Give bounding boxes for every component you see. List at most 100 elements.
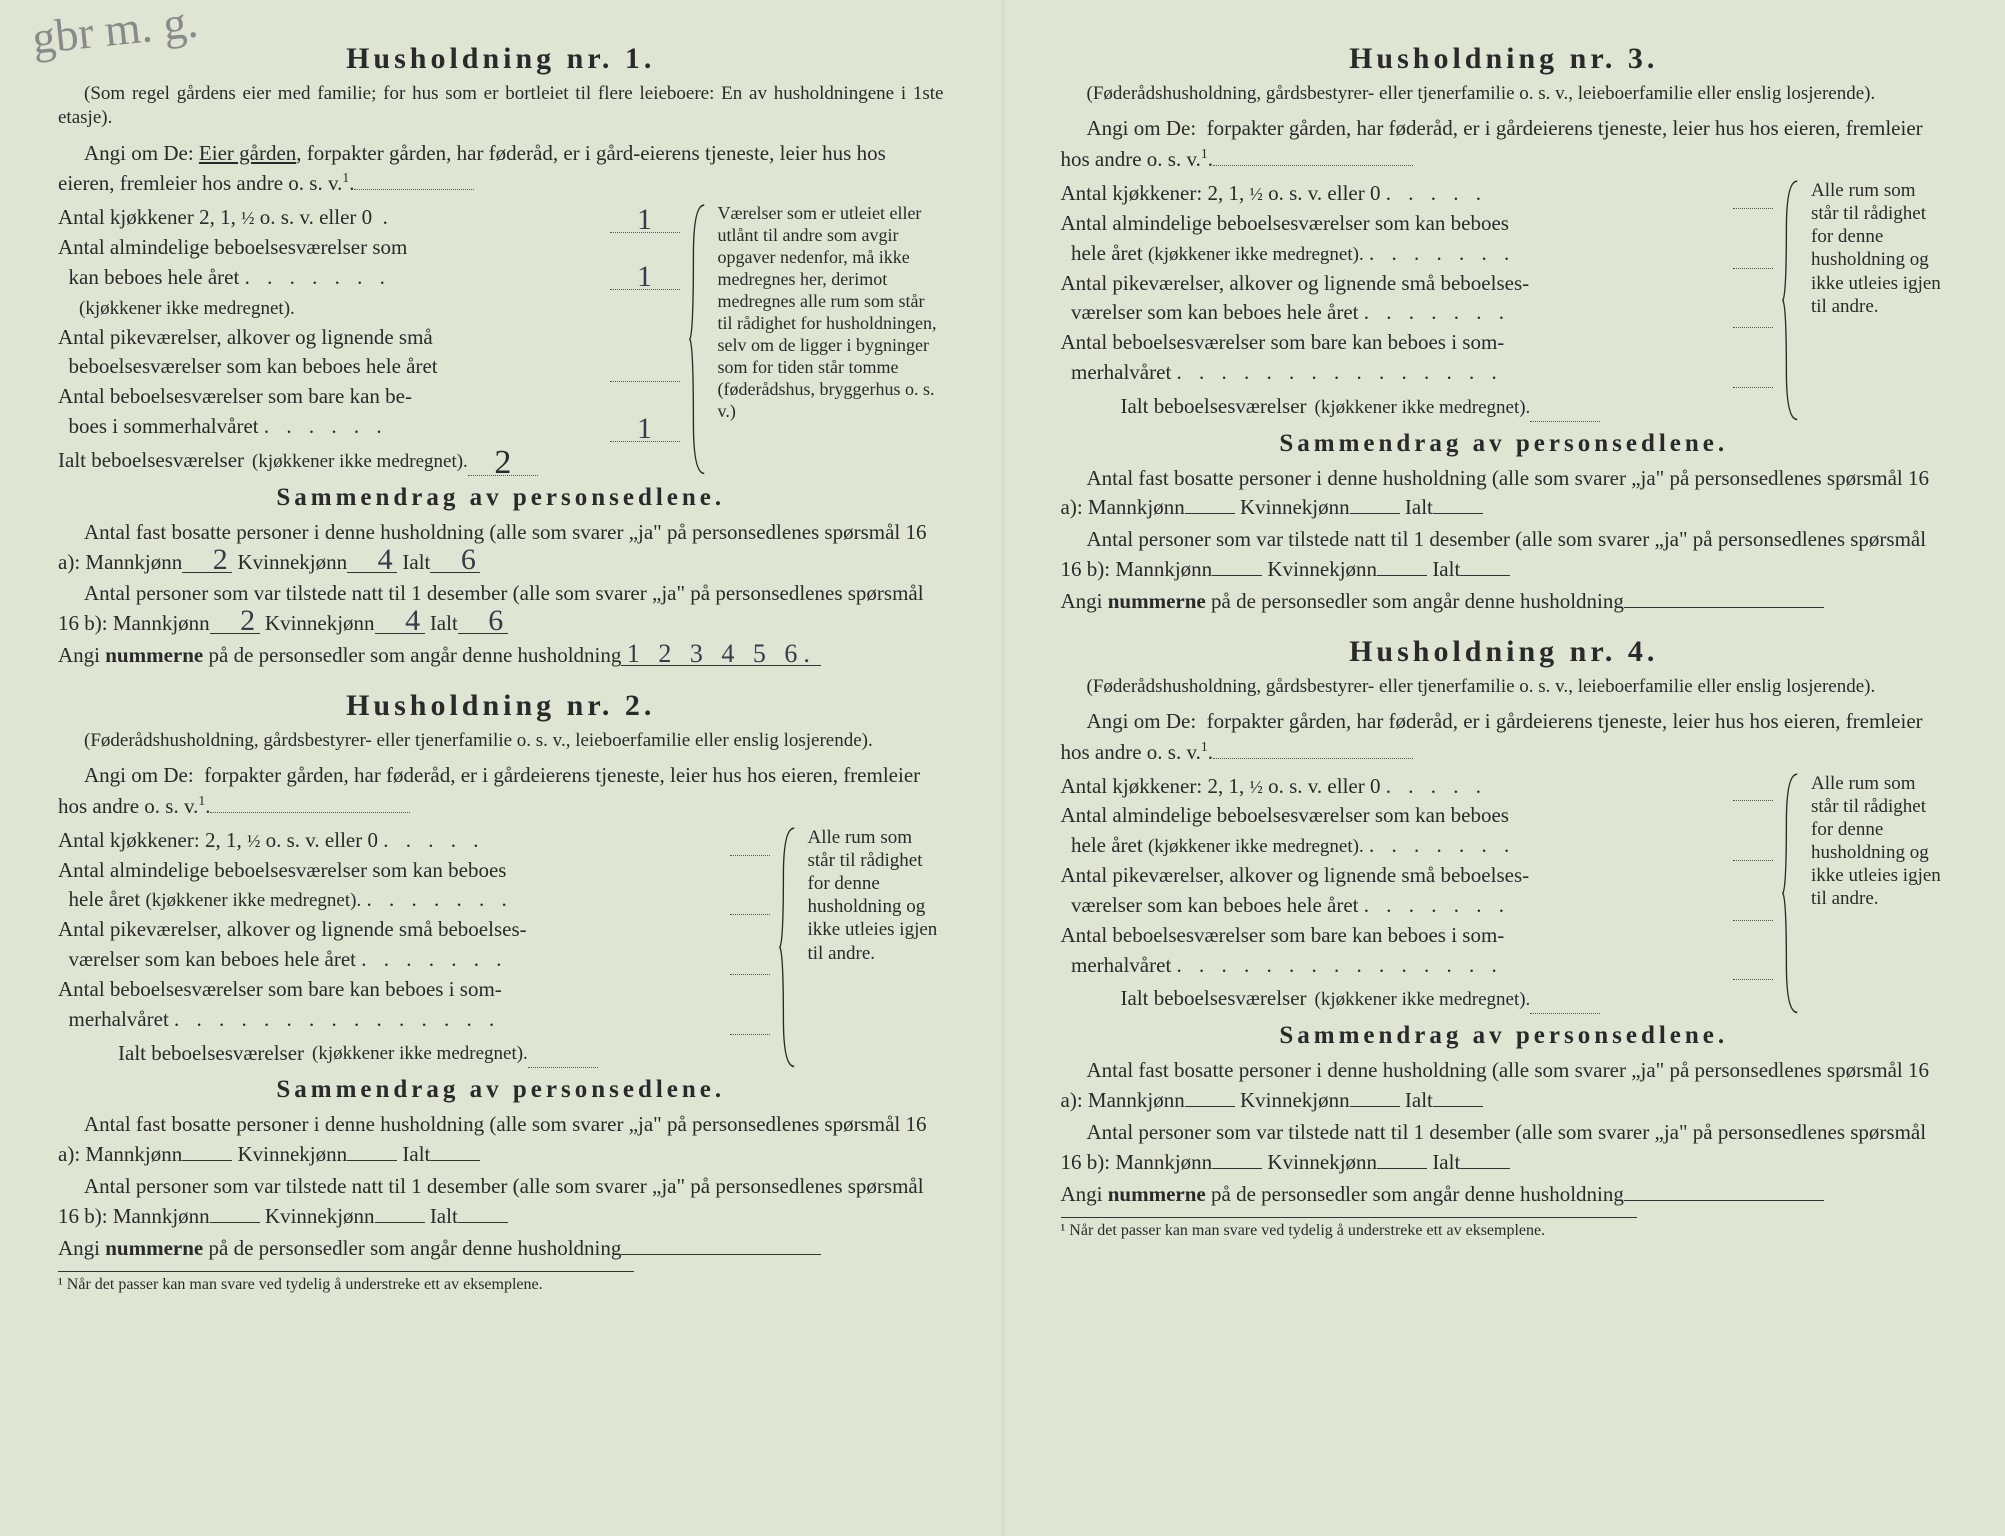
s16b-mann-4[interactable]	[1212, 1168, 1262, 1169]
summary-title-2: Sammendrag av personsedlene.	[58, 1076, 944, 1104]
household-1-subtitle: (Som regel gårdens eier med familie; for…	[58, 82, 944, 131]
kjokkener-label-4: Antal kjøkkener: 2, 1, ½ o. s. v. eller …	[1061, 772, 1734, 802]
ialt-val-2[interactable]	[528, 1067, 598, 1068]
s16b-mann-3[interactable]	[1212, 575, 1262, 576]
s16a-ialt-3[interactable]	[1433, 513, 1483, 514]
s16a-mann[interactable]: 2	[182, 548, 232, 573]
s16a-ialt-4[interactable]	[1433, 1106, 1483, 1107]
s16b-kvinne-4[interactable]	[1377, 1168, 1427, 1169]
s16b-kvinne-3[interactable]	[1377, 575, 1427, 576]
mann-label-2: Mannkjønn	[85, 1142, 182, 1166]
s16b-ialt[interactable]: 6	[458, 609, 508, 634]
s16b-1: Antal personer som var tilstede natt til…	[58, 579, 944, 639]
kjokkener-val-4[interactable]	[1733, 800, 1773, 801]
rooms-sidenote-2: Alle rum som står til rådighet for denne…	[804, 826, 944, 1069]
nummer-val-2[interactable]	[621, 1254, 821, 1255]
s16a-1: Antal fast bosatte personer i denne hush…	[58, 518, 944, 578]
rooms-sidenote-4: Alle rum som står til rådighet for denne…	[1807, 772, 1947, 1015]
s16a-mann-3[interactable]	[1185, 513, 1235, 514]
angi-prefix-3: Angi om De:	[1087, 116, 1197, 140]
ialt-label-4b: Ialt	[1432, 1150, 1460, 1174]
s16b-3: Antal personer som var tilstede natt til…	[1061, 525, 1948, 585]
angi-fill-3[interactable]	[1213, 165, 1413, 166]
household-4-angi: Angi om De: forpakter gården, har føderå…	[1061, 707, 1948, 768]
household-2-title: Husholdning nr. 2.	[58, 689, 944, 723]
household-3: Husholdning nr. 3. (Føderådshusholdning,…	[1061, 42, 1948, 617]
rooms-left-4: Antal kjøkkener: 2, 1, ½ o. s. v. eller …	[1061, 772, 1774, 1015]
kjokkener-label-3: Antal kjøkkener: 2, 1, ½ o. s. v. eller …	[1061, 179, 1734, 209]
sommer-val-4[interactable]	[1733, 979, 1773, 980]
s16a-kvinne-2[interactable]	[347, 1160, 397, 1161]
alm-label-4: Antal almindelige beboelsesværelser som …	[1061, 801, 1734, 861]
s16a-kvinne-3[interactable]	[1350, 513, 1400, 514]
s16a-kvinne-4[interactable]	[1350, 1106, 1400, 1107]
nummer-val[interactable]: 1 2 3 4 5 6.	[621, 644, 821, 666]
pike-val[interactable]	[610, 381, 680, 382]
s16a-ialt-2[interactable]	[430, 1160, 480, 1161]
mann-label: Mannkjønn	[85, 550, 182, 574]
kjokkener-val-3[interactable]	[1733, 208, 1773, 209]
s16b-2: Antal personer som var tilstede natt til…	[58, 1172, 944, 1232]
pike-label-4: Antal pikeværelser, alkover og lignende …	[1061, 861, 1734, 921]
s16b-mann-2[interactable]	[210, 1222, 260, 1223]
ialt-label-s3: Ialt	[1405, 495, 1433, 519]
kjokkener-val[interactable]: 1	[610, 208, 680, 233]
sommer-val[interactable]: 1	[610, 417, 680, 442]
s16b-ialt-3[interactable]	[1460, 575, 1510, 576]
angi-fill[interactable]	[354, 189, 474, 190]
summary-title-1: Sammendrag av personsedlene.	[58, 484, 944, 512]
sommer-label-4: Antal beboelsesværelser som bare kan beb…	[1061, 921, 1734, 981]
pike-val-4[interactable]	[1733, 920, 1773, 921]
angi-underlined: Eier gården	[199, 141, 296, 165]
kjokkener-val-2[interactable]	[730, 855, 770, 856]
nummer-val-4[interactable]	[1624, 1200, 1824, 1201]
alm-label: Antal almindelige beboelsesværelser som …	[58, 233, 610, 323]
household-1-angi: Angi om De: Eier gården, forpakter gårde…	[58, 139, 944, 200]
ialt-label-2: Ialt beboelsesværelser	[118, 1039, 312, 1069]
summary-title-3: Sammendrag av personsedlene.	[1061, 430, 1948, 458]
s16b-kvinne[interactable]: 4	[375, 609, 425, 634]
pencil-annotation: gbr m. g.	[31, 5, 200, 54]
ialt-label-3b: Ialt	[1432, 557, 1460, 581]
s16a-mann-2[interactable]	[182, 1160, 232, 1161]
ialt-val-4[interactable]	[1530, 1013, 1600, 1014]
alm-val-4[interactable]	[1733, 860, 1773, 861]
footnote-left: ¹ Når det passer kan man svare ved tydel…	[58, 1271, 634, 1294]
household-1: Husholdning nr. 1. (Som regel gårdens ei…	[58, 42, 944, 671]
sommer-val-3[interactable]	[1733, 387, 1773, 388]
ialt-label-b: Ialt	[430, 611, 458, 635]
s16a-ialt[interactable]: 6	[430, 548, 480, 573]
alm-val-3[interactable]	[1733, 268, 1773, 269]
pike-val-2[interactable]	[730, 974, 770, 975]
household-2-angi: Angi om De: forpakter gården, har føderå…	[58, 761, 944, 822]
household-2-subtitle: (Føderådshusholdning, gårdsbestyrer- ell…	[58, 729, 944, 753]
pike-val-3[interactable]	[1733, 327, 1773, 328]
ialt-paren: (kjøkkener ikke medregnet).	[252, 449, 468, 476]
rooms-left: Antal kjøkkener 2, 1, ½ o. s. v. eller 0…	[58, 203, 680, 475]
summary-title-4: Sammendrag av personsedlene.	[1061, 1022, 1948, 1050]
sommer-val-2[interactable]	[730, 1034, 770, 1035]
nummer-val-3[interactable]	[1624, 607, 1824, 608]
ialt-paren-4: (kjøkkener ikke medregnet).	[1315, 987, 1531, 1014]
alm-val[interactable]: 1	[610, 265, 680, 290]
pike-label: Antal pikeværelser, alkover og lignende …	[58, 323, 610, 383]
ialt-val-3[interactable]	[1530, 421, 1600, 422]
kvinne-label-2b: Kvinnekjønn	[265, 1204, 375, 1228]
angi-fill-2[interactable]	[210, 812, 410, 813]
ialt-label: Ialt beboelsesværelser	[58, 446, 252, 476]
nummer-2: Angi nummerne på de personsedler som ang…	[58, 1234, 944, 1264]
alm-val-2[interactable]	[730, 914, 770, 915]
ialt-label-s2: Ialt	[402, 1142, 430, 1166]
left-page: gbr m. g. Husholdning nr. 1. (Som regel …	[0, 0, 1003, 1536]
s16a-kvinne[interactable]: 4	[347, 548, 397, 573]
ialt-val[interactable]: 2	[468, 451, 538, 476]
s16b-ialt-2[interactable]	[458, 1222, 508, 1223]
kvinne-label-4: Kvinnekjønn	[1240, 1088, 1350, 1112]
mann-label-4b: Mannkjønn	[1115, 1150, 1212, 1174]
s16a-mann-4[interactable]	[1185, 1106, 1235, 1107]
s16b-kvinne-2[interactable]	[375, 1222, 425, 1223]
kvinne-label: Kvinnekjønn	[237, 550, 347, 574]
angi-fill-4[interactable]	[1213, 758, 1413, 759]
s16b-ialt-4[interactable]	[1460, 1168, 1510, 1169]
s16b-mann[interactable]: 2	[210, 609, 260, 634]
